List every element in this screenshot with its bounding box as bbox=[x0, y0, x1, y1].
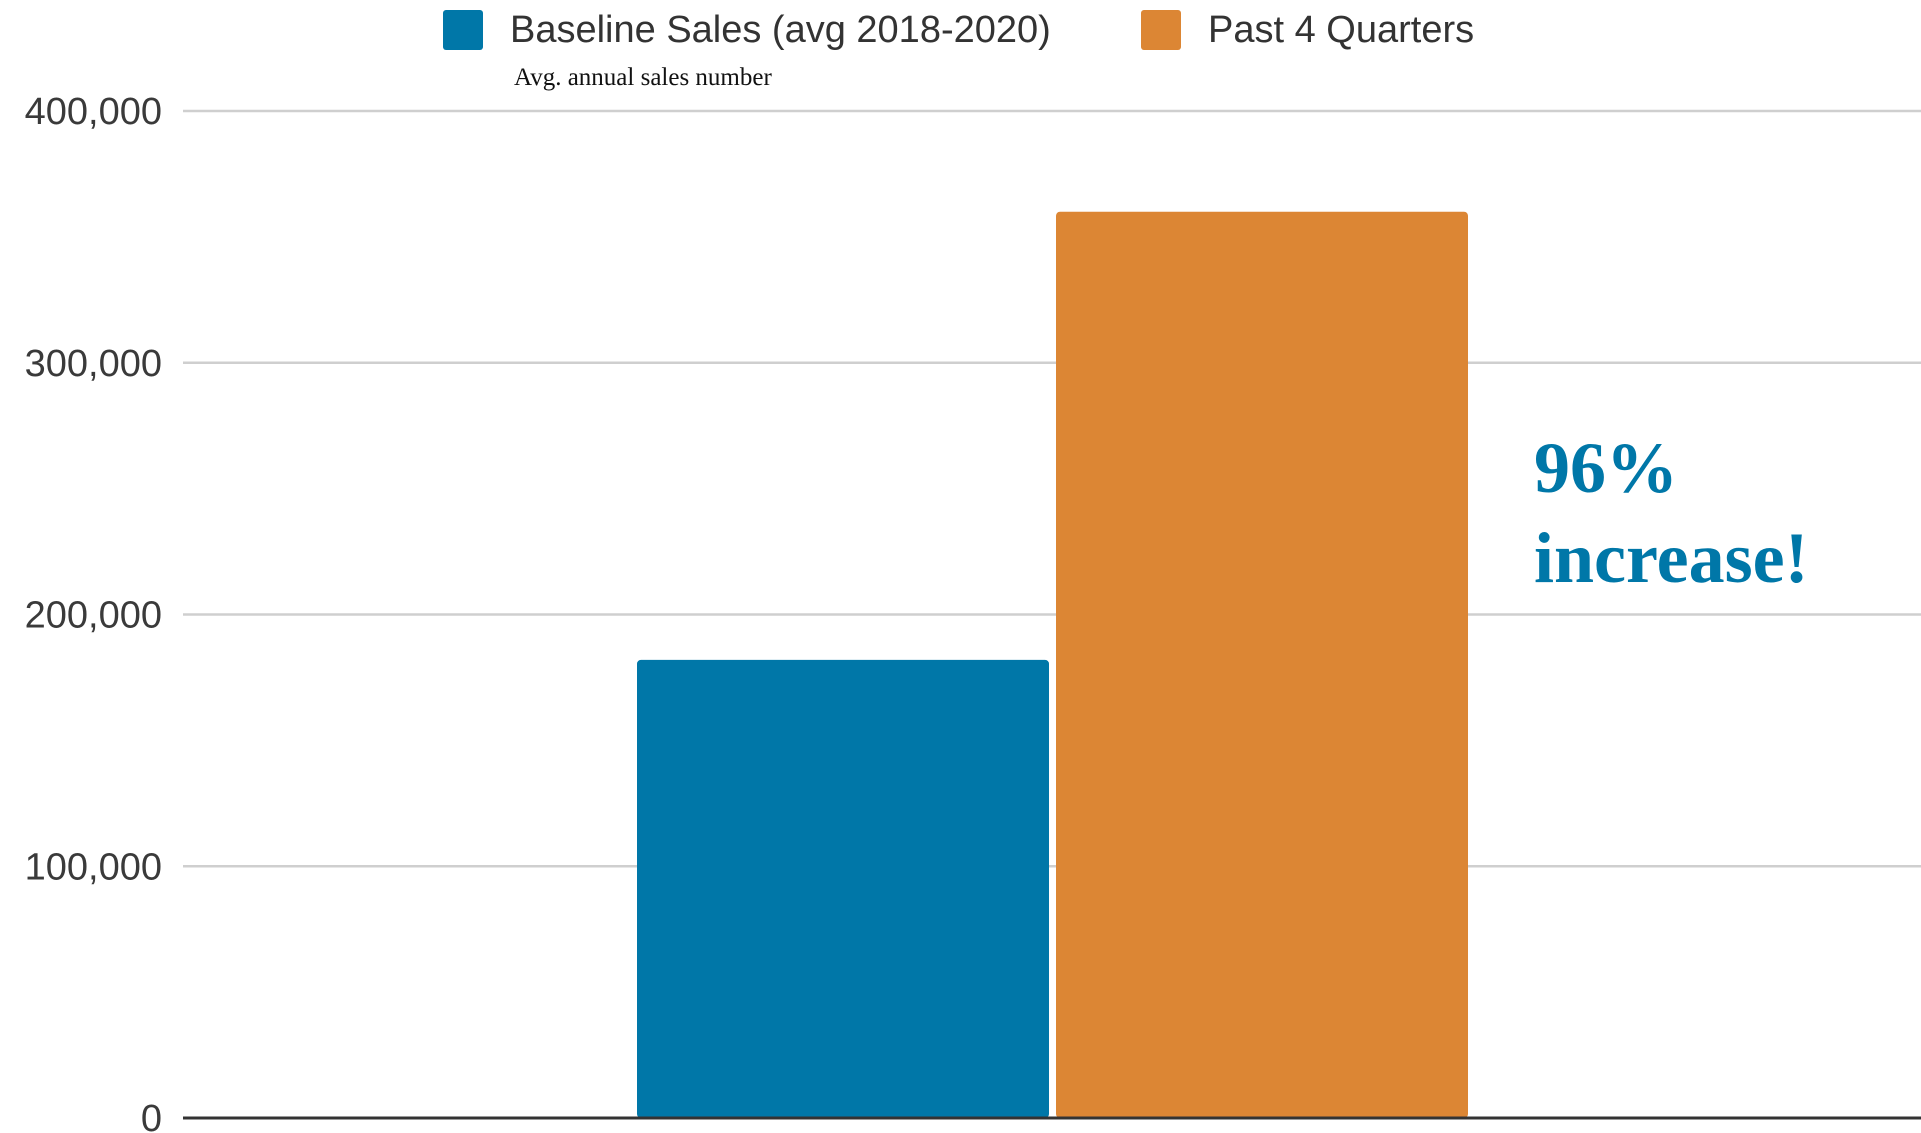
annotation-line-percent: 96% bbox=[1534, 428, 1678, 508]
y-tick-label: 300,000 bbox=[25, 343, 162, 385]
legend-label-baseline: Baseline Sales (avg 2018-2020) bbox=[510, 9, 1051, 51]
y-tick-label: 200,000 bbox=[25, 595, 162, 637]
bar-past-4-quarters bbox=[1056, 211, 1468, 1118]
legend-swatch-past-4-quarters bbox=[1141, 10, 1181, 50]
bars bbox=[637, 211, 1468, 1118]
y-tick-label: 400,000 bbox=[25, 91, 162, 133]
chart-subtitle: Avg. annual sales number bbox=[514, 64, 772, 91]
y-tick-label: 0 bbox=[141, 1098, 162, 1133]
y-tick-label: 100,000 bbox=[25, 846, 162, 888]
legend-label-past-4-quarters: Past 4 Quarters bbox=[1208, 9, 1474, 51]
bar-baseline-sales bbox=[637, 659, 1049, 1118]
annotation-line-increase: increase! bbox=[1534, 518, 1809, 598]
y-axis: 0 100,000 200,000 300,000 400,000 bbox=[25, 91, 162, 1133]
increase-annotation: 96% increase! bbox=[1534, 428, 1809, 598]
gridlines bbox=[183, 109, 1921, 868]
legend: Baseline Sales (avg 2018-2020) Past 4 Qu… bbox=[443, 9, 1474, 51]
legend-swatch-baseline bbox=[443, 10, 483, 50]
